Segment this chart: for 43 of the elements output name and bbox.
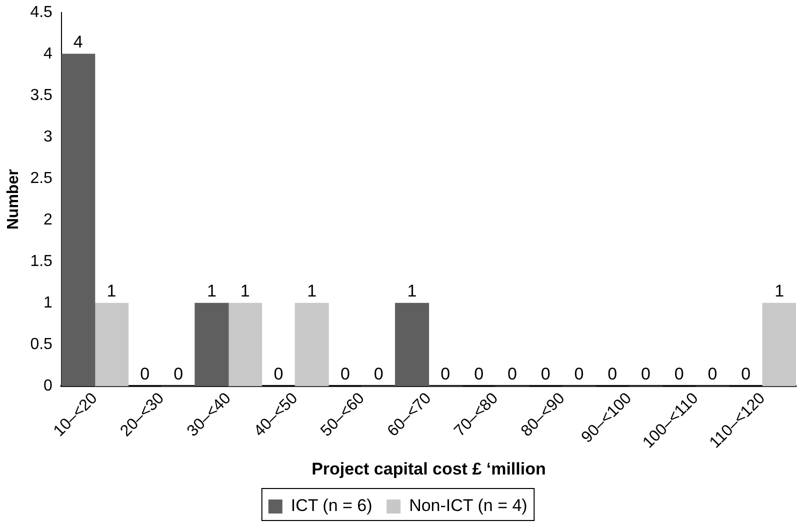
data-label: 0 <box>440 364 450 384</box>
bar <box>94 302 129 386</box>
data-label: 0 <box>374 364 384 384</box>
data-label: 0 <box>140 364 150 384</box>
bar <box>294 302 329 386</box>
data-label: 4 <box>73 32 83 52</box>
data-label: 0 <box>340 364 350 384</box>
y-tick-label: 3.5 <box>30 87 53 104</box>
y-tick-label: 4 <box>44 46 53 63</box>
y-tick-label: 0.5 <box>30 336 53 354</box>
legend-label: ICT (n = 6) <box>290 496 372 516</box>
data-label: 0 <box>608 364 618 384</box>
data-label: 1 <box>106 281 116 300</box>
bar <box>228 302 262 386</box>
data-label: 0 <box>574 364 584 384</box>
data-label: 1 <box>307 281 317 300</box>
data-label: 1 <box>206 281 216 300</box>
data-label: 0 <box>641 364 650 384</box>
x-axis-title: Project capital cost £ ‘million <box>312 459 546 478</box>
data-label: 0 <box>174 364 184 384</box>
data-label: 1 <box>774 281 784 300</box>
y-tick-label: 1.5 <box>30 253 53 270</box>
bar <box>194 302 229 386</box>
data-label: 0 <box>474 364 484 384</box>
y-tick-label: 3 <box>44 128 53 146</box>
y-axis-title: Number <box>5 169 22 230</box>
bar <box>762 302 796 386</box>
data-label: 1 <box>407 281 417 300</box>
data-label: 0 <box>540 364 550 384</box>
y-tick-label: 0 <box>44 378 53 395</box>
data-label: 1 <box>240 281 250 300</box>
y-tick-label: 2 <box>44 212 53 229</box>
y-tick-label: 1 <box>44 294 53 312</box>
data-label: 0 <box>274 364 284 384</box>
y-tick-label: 4.5 <box>30 4 53 22</box>
data-label: 0 <box>708 364 718 384</box>
y-tick-label: 2.5 <box>30 170 53 188</box>
bar <box>395 302 430 386</box>
bar <box>61 54 96 386</box>
data-label: 0 <box>674 364 684 384</box>
data-label: 0 <box>507 364 517 384</box>
legend-label: Non-ICT (n = 4) <box>409 496 528 516</box>
data-label: 0 <box>741 364 751 384</box>
